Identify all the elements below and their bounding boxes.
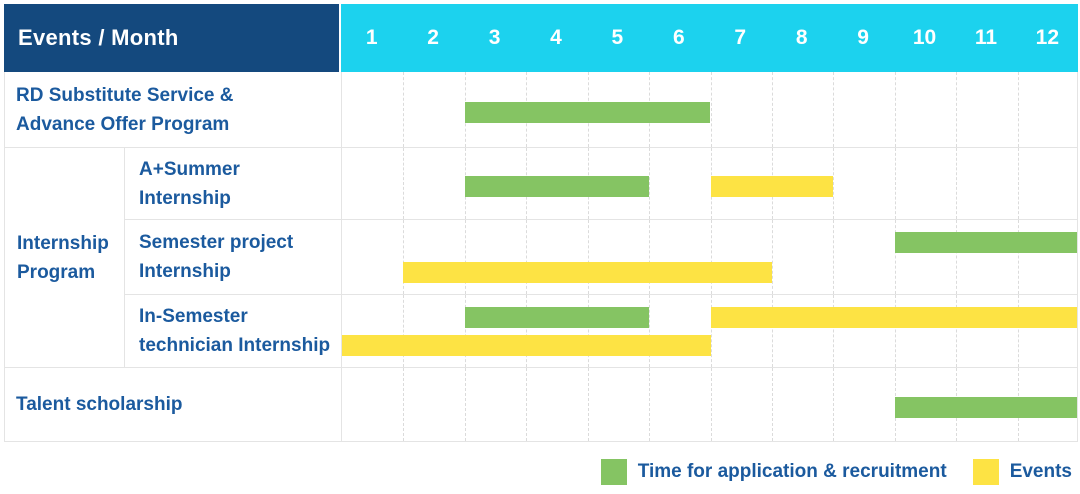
month-gridline	[403, 72, 404, 147]
month-label-9: 9	[857, 26, 869, 49]
month-gridline	[403, 220, 404, 294]
month-label-2: 2	[427, 26, 439, 49]
chart-row	[341, 148, 1078, 220]
month-gridline	[1018, 220, 1019, 294]
row-label-line: Advance Offer Program	[16, 113, 230, 135]
row-label-line: Semester project	[139, 232, 294, 253]
legend-item-event: Events	[972, 459, 1072, 485]
month-gridline	[895, 72, 896, 147]
table-header-events-month: Events / Month	[4, 4, 341, 72]
row-label-line: A+Summer	[139, 158, 240, 180]
event-period-bar	[403, 262, 772, 283]
application-period-bar	[894, 397, 1078, 418]
month-gridline	[956, 220, 957, 294]
row-sublabel: In-Semester technician Internship	[124, 295, 341, 368]
month-label-4: 4	[550, 26, 562, 49]
month-gridline	[833, 72, 834, 147]
month-gridline	[465, 368, 466, 441]
chart-row	[341, 72, 1078, 148]
row-sublabel: A+Summer Internship	[124, 148, 341, 220]
row-label-line: Internship	[139, 261, 231, 282]
month-label-12: 12	[1035, 26, 1060, 49]
month-gridline	[1018, 295, 1019, 367]
month-gridline	[772, 295, 773, 367]
row-label-line: Internship	[139, 187, 231, 209]
legend: Time for application & recruitment Events	[600, 456, 1072, 488]
month-gridline	[588, 368, 589, 441]
month-gridline	[956, 72, 957, 147]
month-gridline	[711, 72, 712, 147]
month-gridline	[833, 148, 834, 219]
month-gridline	[895, 148, 896, 219]
month-gridline	[649, 295, 650, 367]
month-label-7: 7	[734, 26, 747, 49]
month-gridline	[711, 368, 712, 441]
row-label-line: Program	[17, 261, 96, 283]
event-period-bar	[710, 176, 834, 197]
row-label: Talent scholarship	[4, 368, 341, 442]
application-period-bar	[464, 176, 650, 197]
month-label-3: 3	[488, 26, 501, 49]
legend-label-event: Events	[1009, 461, 1072, 482]
group-label-internship-program: Internship Program	[4, 148, 124, 368]
month-gridline	[833, 220, 834, 294]
month-gridline	[1018, 72, 1019, 147]
row-label: RD Substitute Service & Advance Offer Pro…	[4, 72, 341, 148]
month-gridline	[649, 148, 650, 219]
month-label-10: 10	[912, 26, 937, 49]
month-label-1: 1	[365, 26, 378, 49]
month-gridline	[588, 220, 589, 294]
month-label-11: 11	[974, 26, 998, 49]
month-gridline	[403, 295, 404, 367]
event-period-bar	[342, 335, 711, 356]
row-label-line: Internship	[17, 232, 109, 254]
legend-label-application: Time for application & recruitment	[637, 461, 947, 482]
row-label-line: In-Semester	[139, 306, 248, 327]
month-gridline	[526, 295, 527, 367]
chart-row	[341, 220, 1078, 295]
row-sublabel: Semester project Internship	[124, 220, 341, 295]
month-gridline	[526, 368, 527, 441]
month-gridline	[588, 295, 589, 367]
month-gridline	[772, 220, 773, 294]
schedule-table: Events / Month 1 2 3 4 5 6 7 8 9 10 11 12 RD Substi…	[4, 4, 1078, 442]
month-gridline	[403, 148, 404, 219]
row-label-line: Talent scholarship	[16, 394, 183, 415]
application-period-bar	[894, 232, 1078, 253]
row-label-line: RD Substitute Service &	[16, 84, 234, 106]
month-label-5: 5	[611, 26, 624, 49]
month-gridline	[465, 220, 466, 294]
month-gridline	[1018, 148, 1019, 219]
month-gridline	[833, 295, 834, 367]
month-gridline	[649, 368, 650, 441]
month-gridline	[956, 295, 957, 367]
month-gridline	[403, 368, 404, 441]
month-gridline	[895, 295, 896, 367]
month-gridline	[711, 295, 712, 367]
row-label-line: technician Internship	[139, 335, 331, 356]
month-gridline	[895, 220, 896, 294]
month-gridline	[956, 148, 957, 219]
month-gridline	[465, 295, 466, 367]
month-gridline	[649, 220, 650, 294]
month-header-row: 1 2 3 4 5 6 7 8 9 10 11 12	[341, 4, 1078, 72]
month-label-8: 8	[795, 26, 808, 49]
month-label-6: 6	[672, 26, 685, 49]
event-period-bar	[710, 307, 1078, 328]
month-gridline	[711, 220, 712, 294]
application-period-bar	[464, 307, 650, 328]
legend-item-application: Time for application & recruitment	[600, 459, 947, 485]
month-gridline	[526, 220, 527, 294]
application-period-bar	[464, 102, 711, 123]
legend-swatch-event	[972, 459, 999, 485]
legend-swatch-application	[600, 459, 627, 485]
chart-row	[341, 368, 1078, 442]
month-gridline	[833, 368, 834, 441]
month-gridline	[772, 368, 773, 441]
chart-row	[341, 295, 1078, 368]
month-gridline	[772, 72, 773, 147]
